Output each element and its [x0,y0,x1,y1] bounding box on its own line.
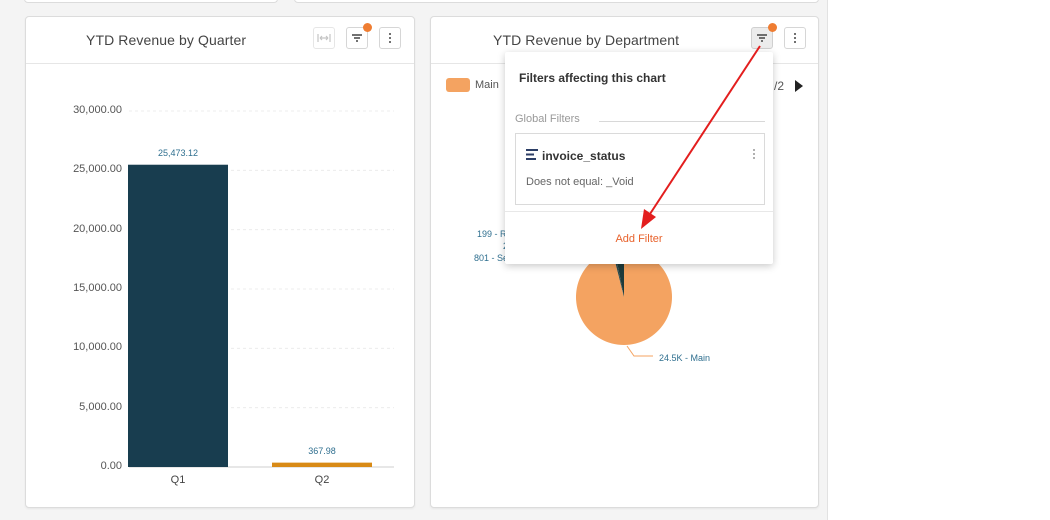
pie-slice-label: 24.5K - Main [659,353,711,363]
bar-data-label: 367.98 [308,446,336,456]
filter-button[interactable] [751,23,777,49]
x-category-label: Q2 [314,474,330,486]
card-above-right [294,0,819,3]
x-category-label: Q1 [170,474,186,486]
pie-slice-label: 801 - Se [474,253,509,263]
bar-q2 [272,462,372,467]
y-tick-label: 20,000.00 [73,223,122,235]
card-above-left [24,0,278,3]
more-options-button[interactable] [379,27,401,49]
popover-title: Filters affecting this chart [519,71,666,85]
filters-popover: Filters affecting this chart Global Filt… [505,52,773,264]
pie-slice [576,249,673,345]
list-icon [526,149,538,160]
legend-page-indicator: /2 [774,79,785,93]
y-tick-label: 25,000.00 [73,163,122,175]
card-title: YTD Revenue by Department [493,32,680,48]
y-tick-label: 5,000.00 [79,401,122,413]
filter-button[interactable] [346,23,372,49]
expand-icon [317,34,331,42]
bar-chart [128,110,394,468]
add-filter-button[interactable]: Add Filter [615,233,663,245]
kebab-icon [794,33,796,43]
expand-button[interactable] [313,27,335,49]
y-tick-label: 0.00 [100,460,122,472]
filter-icon [757,34,767,42]
filter-name: invoice_status [542,149,626,163]
pie-slice-label: 199 - R [477,229,507,239]
popover-divider [505,211,773,212]
kebab-icon [389,33,391,43]
card-header: YTD Revenue by Quarter [26,17,414,64]
section-label: Global Filters [515,113,580,125]
y-tick-label: 10,000.00 [73,341,122,353]
y-tick-label: 30,000.00 [73,104,122,116]
kebab-icon [753,149,755,159]
revenue-by-quarter-card: YTD Revenue by Quarter 30,000.00 25,000.… [25,16,415,508]
active-filter-indicator [768,23,777,32]
filter-condition: Does not equal: _Void [526,176,634,188]
filter-options-button[interactable] [753,149,755,159]
legend-label[interactable]: Main [475,79,499,91]
section-divider [599,121,765,122]
next-page-icon[interactable] [794,79,804,93]
active-filter-indicator [363,23,372,32]
filter-icon [352,34,362,42]
dashboard-edge [827,0,828,520]
bar-data-label: 25,473.12 [157,148,199,158]
more-options-button[interactable] [784,27,806,49]
legend-swatch[interactable] [446,78,470,92]
pie-leader-line [626,345,653,357]
card-title: YTD Revenue by Quarter [86,32,247,48]
filter-item[interactable]: invoice_status Does not equal: _Void [515,133,765,205]
bar-q1 [128,164,228,467]
y-tick-label: 15,000.00 [73,282,122,294]
